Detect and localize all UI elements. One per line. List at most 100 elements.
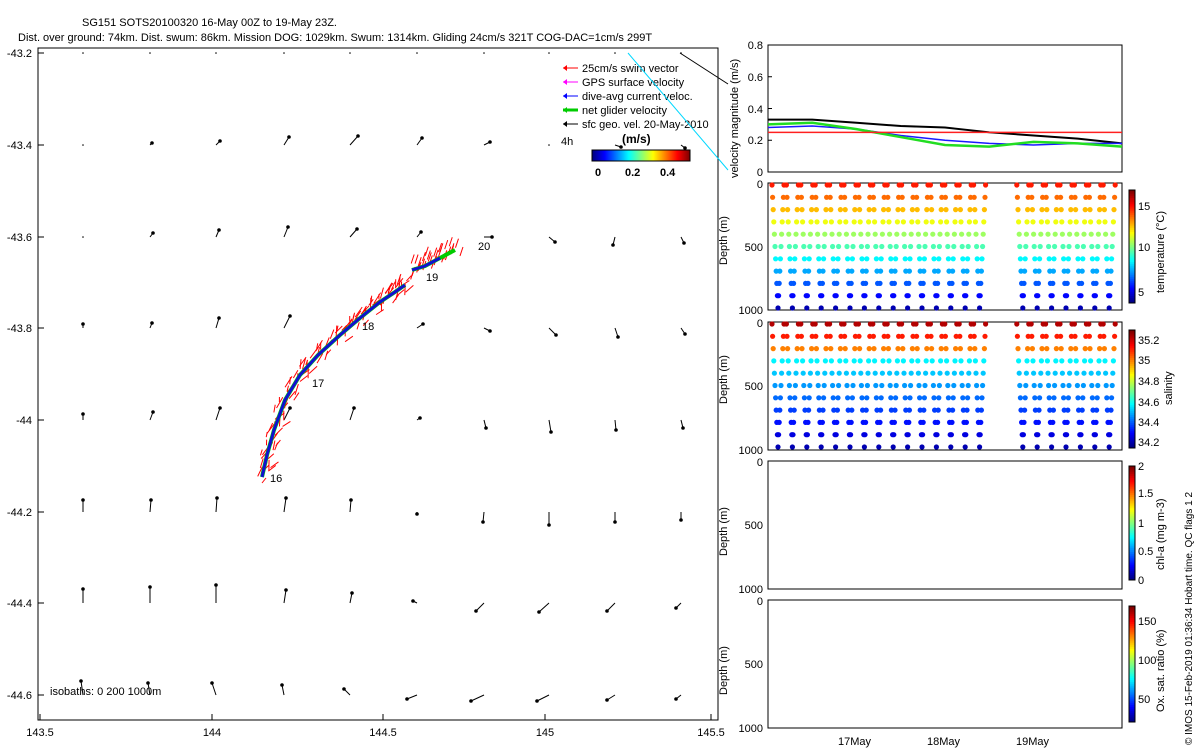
dive-sample xyxy=(858,371,863,376)
dive-sample xyxy=(786,219,791,224)
dive-sample xyxy=(966,244,971,249)
dive-sample xyxy=(807,256,812,261)
dive-sample xyxy=(923,371,928,376)
dive-sample xyxy=(1023,383,1028,388)
dive-sample xyxy=(909,371,914,376)
dive-sample xyxy=(917,256,922,261)
dive-sample xyxy=(785,207,790,212)
dive-sample xyxy=(953,207,958,212)
dive-sample xyxy=(900,334,905,339)
dive-sample xyxy=(895,358,900,363)
geo-arrow-head xyxy=(611,243,615,247)
velocity-series xyxy=(768,45,1122,172)
colorbar-title: (m/s) xyxy=(622,132,651,146)
dive-sample xyxy=(938,358,943,363)
geo-arrow-head xyxy=(151,231,155,235)
dive-sample xyxy=(1045,358,1050,363)
dive-sample xyxy=(1051,269,1056,274)
dive-sample xyxy=(1060,383,1065,388)
dive-sample xyxy=(1038,244,1043,249)
dive-sample xyxy=(946,395,951,400)
dive-sample xyxy=(859,244,864,249)
dive-sample xyxy=(1068,219,1073,224)
swim-vector xyxy=(283,421,291,426)
dive-sample xyxy=(786,371,791,376)
dive-sample xyxy=(1104,256,1109,261)
dive-sample xyxy=(949,420,954,425)
dive-sample xyxy=(829,371,834,376)
salinity-panel: Depth (m) 0 500 1000 35.2 35 34.8 34.6 3… xyxy=(718,318,1175,457)
dive-sample xyxy=(808,219,813,224)
dive-sample xyxy=(928,321,933,326)
dive-sample xyxy=(1101,182,1106,187)
dive-sample xyxy=(830,244,835,249)
dive-sample xyxy=(880,371,885,376)
dive-sample xyxy=(1102,219,1107,224)
geo-arrow-head xyxy=(488,329,492,333)
dive-sample xyxy=(1095,395,1100,400)
dive-sample xyxy=(822,244,827,249)
dive-sample xyxy=(862,432,867,437)
dive-sample xyxy=(1029,321,1034,326)
dive-sample xyxy=(1037,395,1042,400)
dive-sample xyxy=(978,293,983,298)
dive-sample xyxy=(959,371,964,376)
dive-sample xyxy=(848,432,853,437)
temp-tick-10: 10 xyxy=(1138,242,1150,254)
dive-sample xyxy=(972,207,977,212)
dive-sample xyxy=(1022,269,1027,274)
geo-arrow-head xyxy=(284,588,288,592)
dive-sample xyxy=(1078,432,1083,437)
dive-sample xyxy=(770,334,775,339)
geo-arrow xyxy=(350,500,351,512)
geo-arrow-head xyxy=(535,699,539,703)
colorbar-tick-02: 0.2 xyxy=(625,167,640,179)
dive-sample xyxy=(1066,244,1071,249)
oxygen-frame xyxy=(768,600,1122,728)
geo-arrow xyxy=(150,500,151,512)
dive-sample xyxy=(1017,244,1022,249)
dive-sample xyxy=(816,383,821,388)
dive-sample xyxy=(1090,395,1095,400)
salinity-label: salinity xyxy=(1163,371,1175,405)
dive-sample xyxy=(983,321,988,326)
dive-sample xyxy=(1089,383,1094,388)
dive-sample xyxy=(895,219,900,224)
dive-sample xyxy=(1107,305,1112,310)
chl-depth-500: 500 xyxy=(745,520,763,532)
geo-arrow-head xyxy=(549,430,553,434)
geo-arrow xyxy=(216,498,217,512)
map-ytick-label: -43.8 xyxy=(7,323,32,335)
dive-sample xyxy=(878,408,883,413)
dive-sample xyxy=(899,182,904,187)
dive-sample xyxy=(793,371,798,376)
dive-sample xyxy=(787,256,792,261)
dive-sample xyxy=(1113,321,1118,326)
dive-avg-current-line xyxy=(262,285,405,477)
dive-sample xyxy=(1021,420,1026,425)
dive-sample xyxy=(864,256,869,261)
map-xtick-label: 145.5 xyxy=(697,727,725,739)
dive-sample xyxy=(979,408,984,413)
dive-sample xyxy=(966,383,971,388)
dive-sample xyxy=(784,321,789,326)
chl-depth-0: 0 xyxy=(757,457,763,469)
ox-tick-100: 100 xyxy=(1138,655,1156,667)
geo-arrow-head xyxy=(681,426,685,430)
dive-sample xyxy=(1045,232,1050,237)
dive-sample xyxy=(924,358,929,363)
dive-sample xyxy=(786,358,791,363)
dive-sample xyxy=(1110,383,1115,388)
geo-arrow-head xyxy=(415,512,419,516)
dive-sample xyxy=(1061,395,1066,400)
dive-sample xyxy=(978,420,983,425)
dive-sample xyxy=(813,182,818,187)
dive-sample xyxy=(857,346,862,351)
title-line-1: SG151 SOTS20100320 16-May 00Z to 19-May … xyxy=(82,17,337,29)
swim-vector xyxy=(406,285,414,292)
dive-sample xyxy=(865,383,870,388)
dive-sample xyxy=(944,219,949,224)
dive-sample xyxy=(895,346,900,351)
dive-sample xyxy=(934,432,939,437)
